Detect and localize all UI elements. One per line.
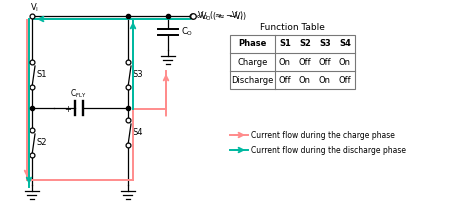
- Text: Off: Off: [278, 75, 291, 85]
- Text: Off: Off: [298, 58, 311, 66]
- Text: On: On: [278, 58, 290, 66]
- Text: V$_\mathsf{O}$ ($\approx$ $-$V$_\mathsf{I}$): V$_\mathsf{O}$ ($\approx$ $-$V$_\mathsf{…: [197, 10, 243, 22]
- Text: Current flow during the charge phase: Current flow during the charge phase: [250, 131, 394, 140]
- Text: S3: S3: [318, 39, 330, 48]
- Text: V$_\mathsf{I}$: V$_\mathsf{I}$: [30, 2, 39, 14]
- Text: +: +: [65, 104, 71, 114]
- Text: C$_\mathsf{O}$: C$_\mathsf{O}$: [181, 26, 193, 38]
- Text: Phase: Phase: [238, 39, 266, 48]
- Text: C$_\mathsf{FLY}$: C$_\mathsf{FLY}$: [70, 88, 86, 100]
- Text: S1: S1: [278, 39, 290, 48]
- Bar: [229, 35, 354, 89]
- Text: Discharge: Discharge: [231, 75, 273, 85]
- Text: S1: S1: [37, 70, 47, 79]
- Text: Current flow during the discharge phase: Current flow during the discharge phase: [250, 145, 405, 155]
- Text: S4: S4: [339, 39, 350, 48]
- Text: Charge: Charge: [237, 58, 267, 66]
- Text: Function Table: Function Table: [259, 24, 324, 32]
- Text: On: On: [338, 58, 350, 66]
- Text: −: −: [88, 104, 95, 114]
- Text: Off: Off: [338, 75, 350, 85]
- Text: S2: S2: [298, 39, 310, 48]
- Text: S2: S2: [37, 138, 47, 147]
- Text: S4: S4: [133, 128, 143, 137]
- Text: S3: S3: [133, 70, 143, 79]
- Text: On: On: [318, 75, 330, 85]
- Text: On: On: [298, 75, 310, 85]
- Text: $\circ$V$_\mathsf{O}$ ($\approx$ $-$V$_\mathsf{I}$): $\circ$V$_\mathsf{O}$ ($\approx$ $-$V$_\…: [195, 11, 246, 23]
- Text: Off: Off: [318, 58, 331, 66]
